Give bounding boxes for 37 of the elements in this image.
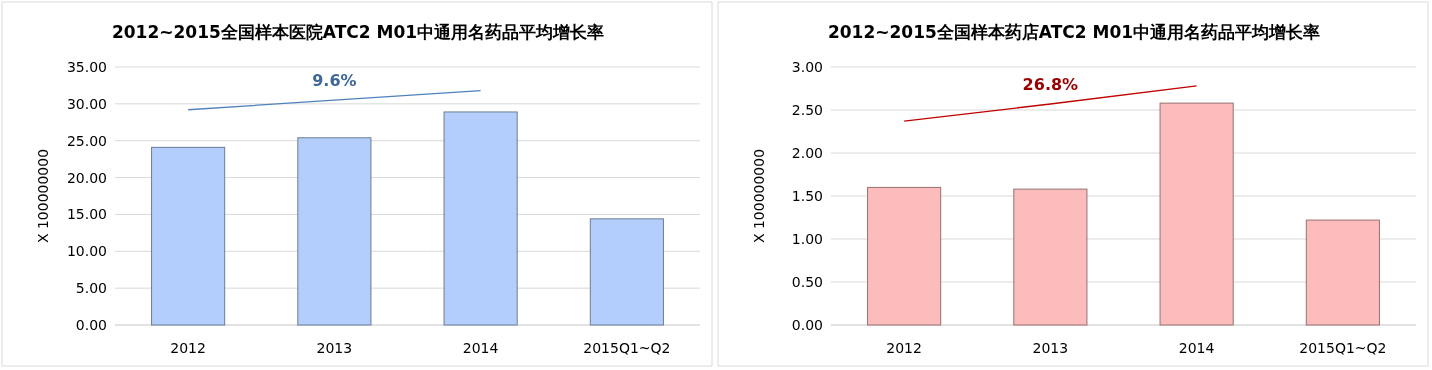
y-tick-label: 0.50	[791, 274, 823, 290]
bar	[297, 137, 372, 326]
y-tick-label: 20.00	[66, 169, 107, 186]
y-tick-label: 0.00	[791, 317, 823, 333]
y-axis-title: X 100000000	[751, 148, 767, 244]
x-tick-label: 2012	[886, 340, 922, 356]
y-tick-label: 5.00	[75, 280, 107, 297]
annotation: 26.8%	[1022, 74, 1079, 94]
bar	[443, 111, 518, 326]
x-tick-label: 2013	[1032, 340, 1069, 356]
y-tick-label: 0.00	[75, 317, 107, 333]
x-tick-label: 2014	[462, 340, 499, 356]
x-tick-label: 2014	[1178, 340, 1215, 356]
chart-title: 2012~2015全国样本医院ATC2 M01中通用名药品平均增长率	[111, 22, 605, 42]
y-tick-label: 15.00	[66, 206, 107, 223]
y-tick-label: 1.00	[791, 231, 823, 247]
y-tick-label: 2.00	[791, 145, 823, 161]
x-tick-label: 2013	[316, 340, 353, 356]
y-tick-label: 25.00	[66, 132, 107, 149]
y-tick-label: 10.00	[66, 243, 107, 260]
y-tick-label: 2.50	[791, 102, 823, 118]
bar	[1159, 102, 1234, 326]
bar	[151, 146, 226, 326]
bar	[1305, 219, 1380, 326]
y-tick-label: 35.00	[66, 59, 107, 75]
x-tick-label: 2015Q1~Q2	[1299, 340, 1387, 356]
y-tick-label: 1.50	[791, 188, 823, 204]
bar	[1013, 188, 1088, 326]
bar	[589, 218, 664, 326]
x-tick-label: 2012	[170, 340, 206, 356]
bar	[867, 186, 942, 326]
chart-title: 2012~2015全国样本药店ATC2 M01中通用名药品平均增长率	[827, 22, 1321, 42]
x-tick-label: 2015Q1~Q2	[583, 340, 671, 356]
y-tick-label: 3.00	[791, 59, 823, 75]
annotation: 9.6%	[312, 71, 357, 91]
y-axis-title: X 100000000	[35, 148, 51, 244]
y-tick-label: 30.00	[66, 95, 107, 112]
